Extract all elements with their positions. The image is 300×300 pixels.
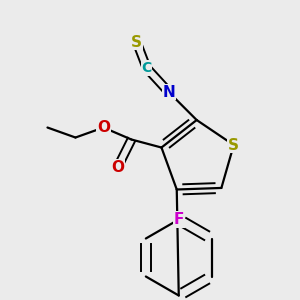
Text: O: O bbox=[97, 120, 110, 135]
Text: O: O bbox=[111, 160, 124, 175]
Text: S: S bbox=[228, 137, 239, 152]
Text: S: S bbox=[131, 34, 142, 50]
Text: N: N bbox=[162, 85, 175, 100]
Text: F: F bbox=[174, 212, 184, 227]
Text: C: C bbox=[142, 61, 152, 75]
